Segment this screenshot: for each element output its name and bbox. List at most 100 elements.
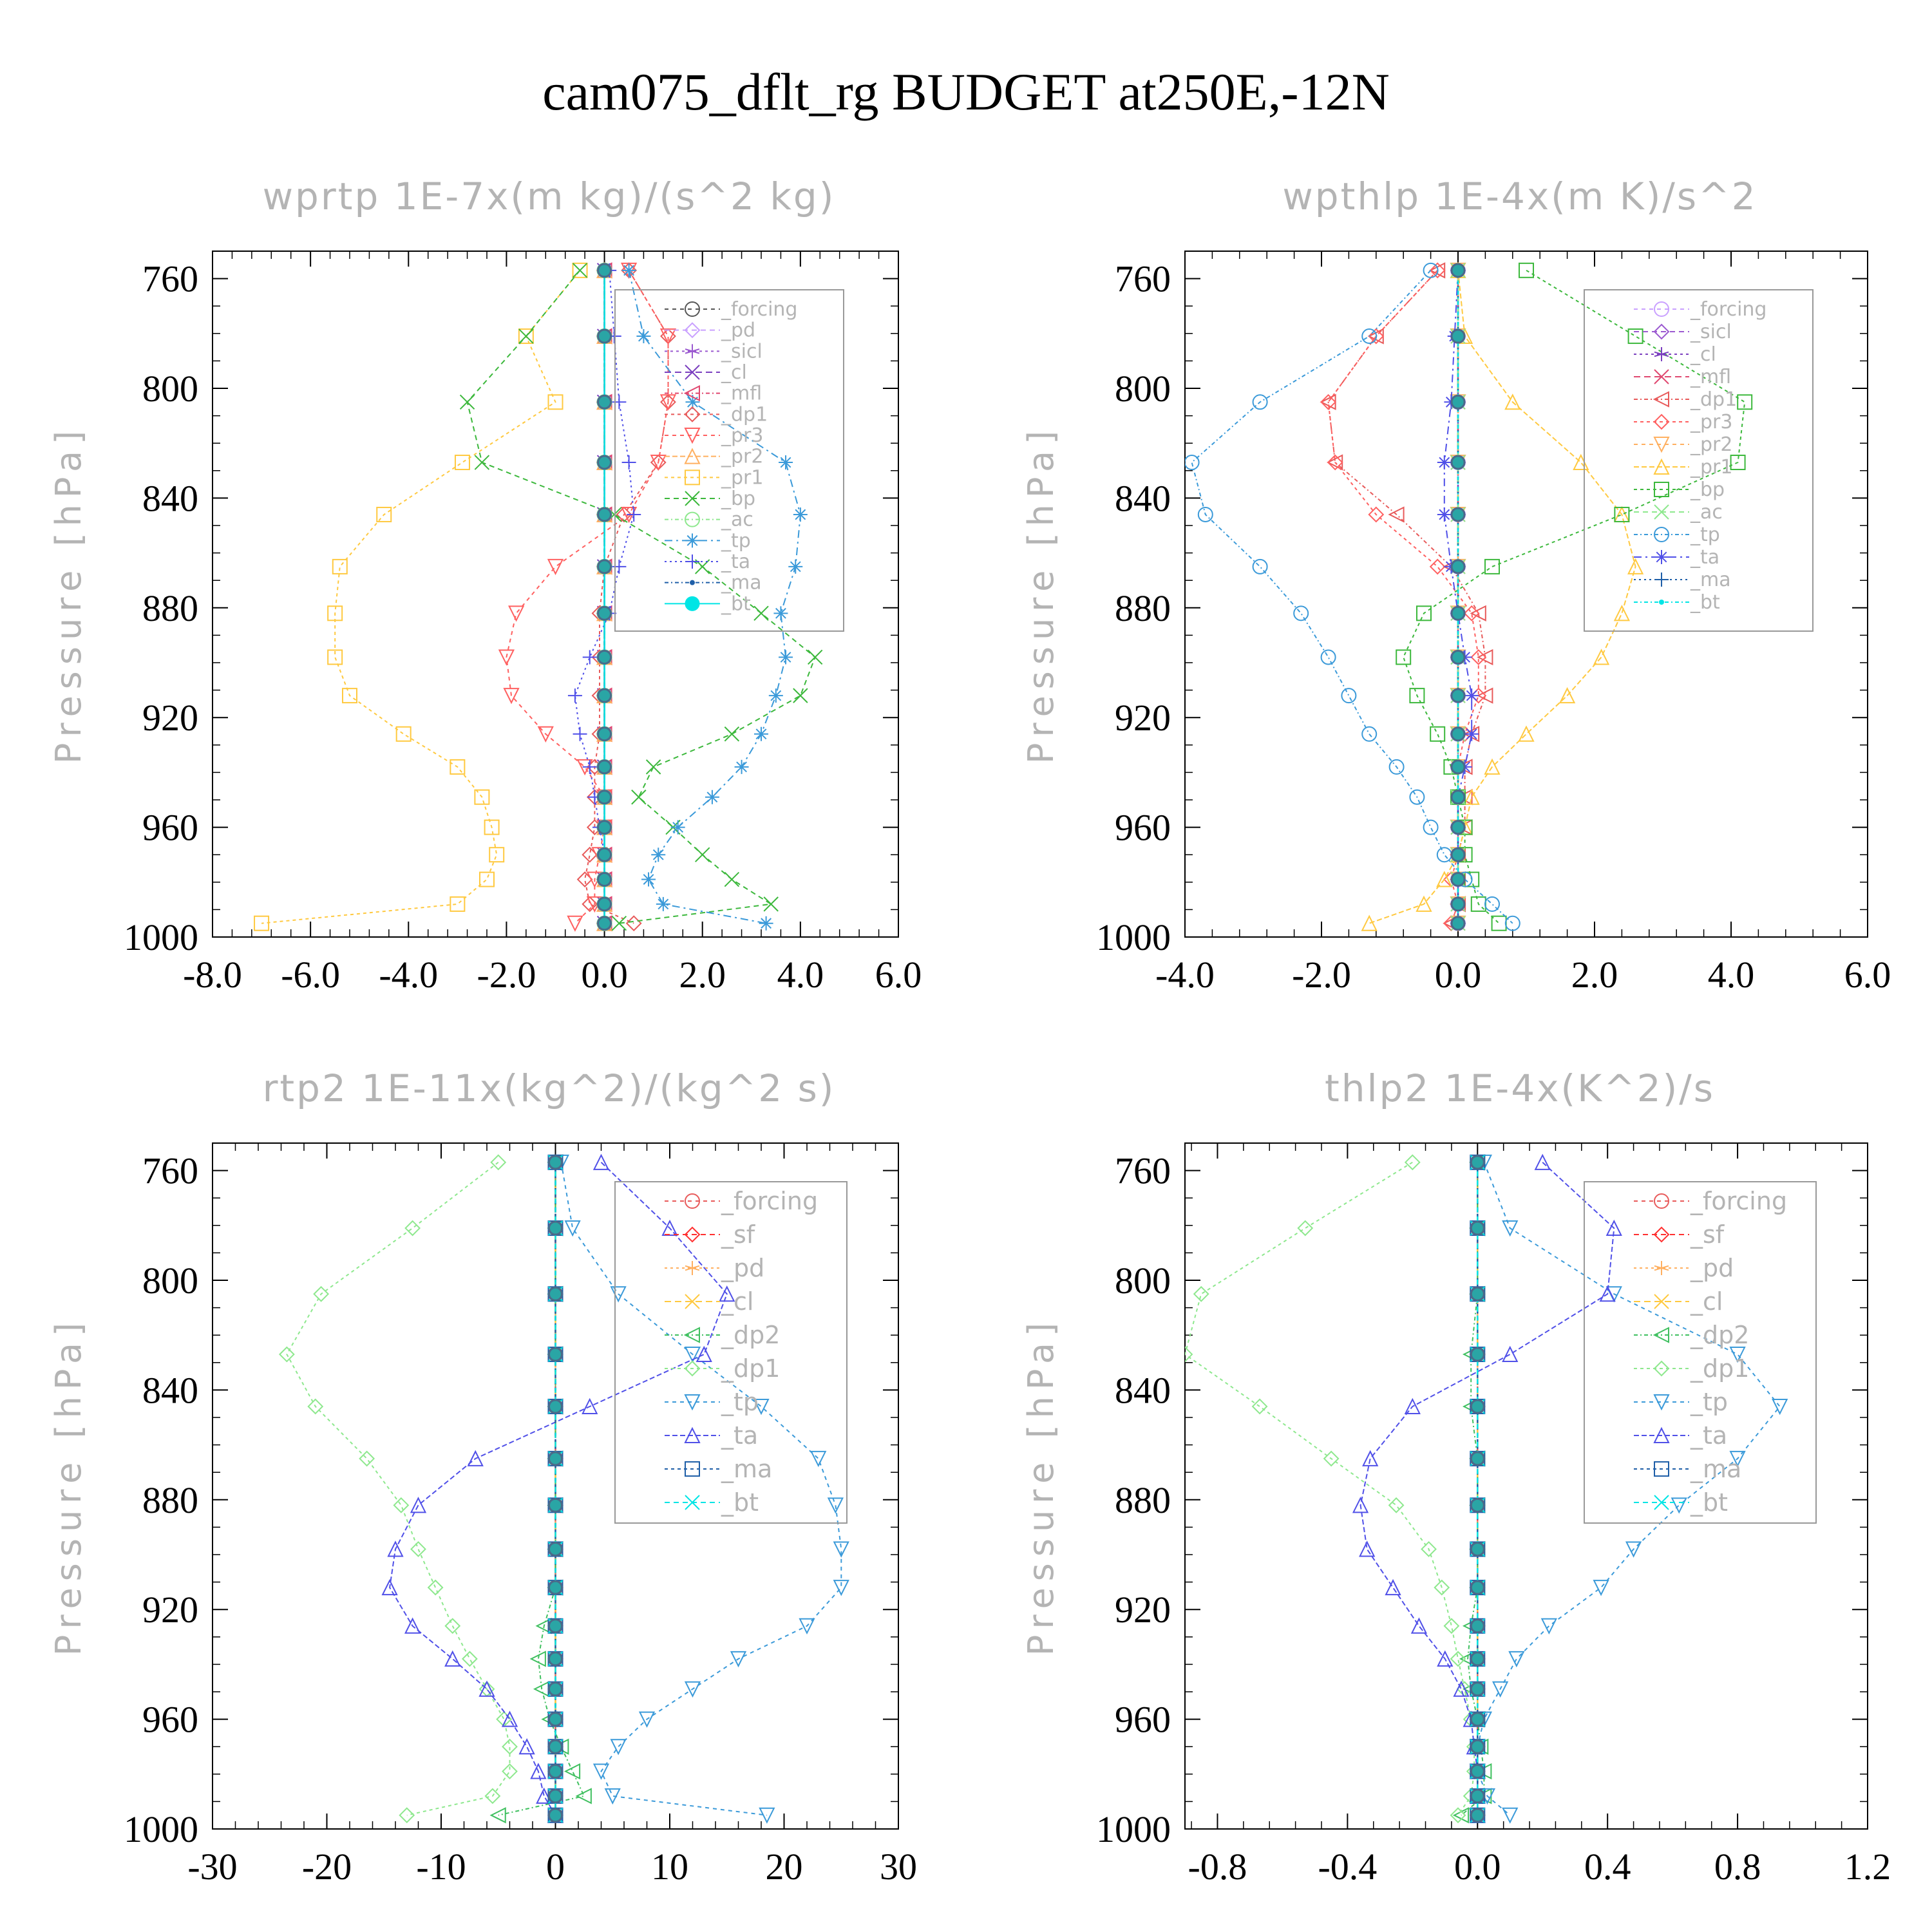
data-point	[779, 455, 793, 470]
data-point	[753, 605, 769, 621]
data-point	[1470, 1451, 1485, 1466]
data-point	[1470, 605, 1486, 621]
data-point	[1437, 1650, 1454, 1667]
data-point	[376, 506, 392, 522]
data-point	[1625, 1541, 1642, 1558]
data-point	[1613, 605, 1631, 621]
legend: _forcing_sicl_cl_mfl_dp1_pr3_pr2_pr1_bp_…	[1584, 289, 1814, 632]
x-tick-label: 10	[651, 1846, 688, 1888]
data-point	[621, 455, 636, 470]
data-point	[1627, 328, 1643, 345]
legend-label: _bt	[721, 1488, 759, 1517]
legend-marker	[685, 1461, 700, 1477]
x-tick-label: 6.0	[875, 954, 922, 996]
x-tick-label: 0.0	[581, 954, 628, 996]
legend-marker	[684, 1360, 701, 1377]
x-tick-label: 0.8	[1714, 1846, 1761, 1888]
x-tick-label: 2.0	[679, 954, 726, 996]
data-point	[582, 1397, 598, 1414]
data-point	[753, 1398, 770, 1416]
data-point	[1404, 1154, 1421, 1171]
y-tick-label: 840	[1115, 477, 1171, 519]
data-point	[1470, 1618, 1485, 1634]
data-point	[1429, 262, 1446, 279]
legend-marker	[1654, 1261, 1669, 1275]
legend-label: _ma	[721, 1455, 772, 1483]
data-point	[788, 559, 803, 574]
y-tick-label: 960	[142, 807, 198, 849]
series-line	[1403, 269, 1746, 924]
data-point	[597, 790, 612, 805]
data-point	[616, 506, 632, 523]
legend-marker	[684, 1426, 701, 1443]
zero-marker-group	[548, 1155, 563, 1823]
y-tick-label: 920	[142, 1589, 198, 1631]
data-point	[1737, 394, 1753, 410]
data-point	[659, 328, 677, 345]
legend-label: _ta	[721, 1421, 758, 1450]
data-point	[1470, 1739, 1485, 1754]
data-point	[1443, 1618, 1460, 1634]
data-point	[597, 507, 612, 522]
x-tick-label: -20	[302, 1846, 352, 1888]
legend-label: _pr2	[1690, 433, 1732, 456]
legend-label: _cl	[721, 361, 747, 384]
data-point	[548, 1451, 563, 1466]
data-point	[548, 1739, 563, 1754]
y-tick-label: 920	[1115, 1589, 1171, 1631]
legend-marker	[684, 1226, 701, 1243]
data-point	[567, 915, 583, 932]
data-point	[1605, 1219, 1622, 1236]
data-point	[1450, 872, 1466, 887]
data-point	[597, 455, 612, 470]
legend-label: _pd	[1690, 1254, 1734, 1282]
legend-label: _tp	[721, 529, 751, 552]
data-point	[313, 1285, 330, 1302]
series-line	[1368, 270, 1636, 924]
legend-label: _dp2	[721, 1321, 780, 1349]
data-point	[1464, 726, 1479, 741]
legend-label: _tp	[1690, 524, 1720, 546]
panels: wprtp 1E-7x(m kg)/(s^2 kg) Pressure [hPa]…	[48, 175, 1891, 1888]
legend-marker	[685, 533, 699, 548]
data-point	[1361, 914, 1378, 931]
data-point	[1450, 507, 1466, 522]
data-point	[597, 688, 612, 703]
data-point	[759, 916, 773, 931]
x-tick-label: 0	[546, 1846, 565, 1888]
data-point	[1320, 393, 1337, 410]
data-point	[518, 328, 534, 344]
y-tick-label: 760	[1115, 1150, 1171, 1192]
legend-marker	[685, 1261, 700, 1275]
data-point	[1429, 558, 1446, 575]
data-point	[1252, 394, 1268, 410]
series-line	[560, 1162, 842, 1816]
legend-box	[1584, 289, 1814, 632]
legend-label: _tp	[721, 1388, 759, 1416]
x-tick-label: -4.0	[1155, 954, 1215, 996]
legend-label: _dp1	[1690, 1354, 1749, 1383]
data-point	[730, 1651, 747, 1668]
data-point	[1450, 759, 1466, 775]
data-point	[467, 1450, 484, 1466]
data-point	[1519, 262, 1534, 278]
data-point	[684, 1681, 701, 1698]
data-point	[696, 1345, 712, 1363]
data-point	[450, 759, 466, 775]
data-point	[489, 847, 505, 863]
panel-title: rtp2 1E-11x(kg^2)/(kg^2 s)	[263, 1066, 836, 1110]
data-point	[1293, 605, 1309, 621]
x-tick-label: 0.0	[1454, 1846, 1501, 1888]
data-point	[611, 915, 627, 931]
legend-label: _pr1	[1690, 456, 1732, 478]
data-point	[1437, 507, 1452, 522]
data-point	[327, 649, 343, 665]
data-point	[1470, 649, 1487, 665]
legend-label: _dp2	[1690, 1321, 1749, 1349]
data-point	[1410, 1617, 1428, 1634]
x-tick-label: -8.0	[183, 954, 242, 996]
data-point	[1404, 1397, 1421, 1414]
y-tick-label: 920	[1115, 697, 1171, 739]
data-point	[518, 328, 534, 345]
data-point	[1540, 1618, 1557, 1634]
